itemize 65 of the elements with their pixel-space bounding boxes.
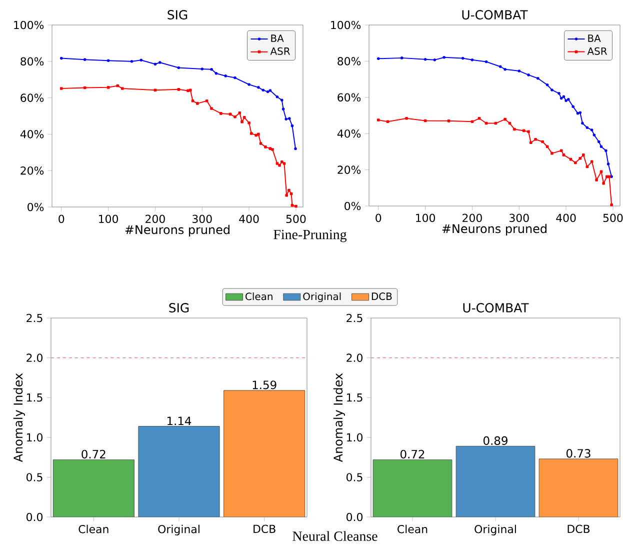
y-tick-label: 0.5 (26, 473, 42, 482)
chart-title: U-COMBAT (462, 10, 528, 20)
data-label: 0.73 (566, 449, 590, 458)
x-tick-label: 200 (146, 214, 165, 224)
x-tick-label: Clean (78, 524, 108, 534)
legend-label: ASR (270, 47, 290, 55)
y-tick-label: 0.0 (346, 512, 362, 522)
y-tick-label: 1.5 (347, 394, 362, 402)
y-tick-label: 80% (338, 57, 361, 66)
y-tick-label: 100% (14, 20, 44, 30)
y-tick-label: 100% (331, 20, 361, 30)
x-axis-title: #Neurons pruned (125, 224, 230, 236)
y-tick-label: 1.5 (27, 394, 42, 402)
y-tick-label: 2.5 (346, 314, 362, 322)
x-tick-label: 500 (286, 214, 306, 224)
legend-label: ASR (587, 47, 608, 55)
y-tick-label: 2.0 (26, 354, 42, 362)
text: Fine-Pruning (274, 230, 347, 242)
y-tick-label: 20% (338, 166, 361, 174)
legend-label: Clean (246, 292, 272, 300)
legend-label: Original (303, 292, 341, 302)
data-label: 1.59 (252, 380, 276, 390)
data-label: 1.14 (168, 416, 192, 426)
y-tick-label: 2.0 (346, 354, 362, 362)
x-tick-label: 400 (556, 214, 576, 222)
x-tick-label: DCB (568, 524, 590, 534)
x-tick-label: 200 (462, 214, 482, 222)
chart-title: U-COMBAT (463, 303, 529, 312)
x-tick-label: 400 (239, 214, 259, 224)
x-tick-label: Clean (398, 524, 428, 534)
y-tick-label: 0% (344, 202, 361, 210)
y-tick-label: 0% (28, 202, 44, 212)
y-axis-title: Anomaly Index (333, 373, 345, 462)
y-tick-label: 60% (20, 94, 44, 102)
legend-label: BA (271, 34, 284, 42)
legend-label: BA (588, 34, 601, 42)
chart-title: SIG (168, 10, 188, 20)
x-tick-label: 0 (376, 214, 382, 222)
y-tick-label: 80% (20, 57, 44, 66)
text: Neural Cleanse (292, 531, 378, 541)
y-tick-label: 2.5 (26, 314, 42, 322)
y-tick-label: 40% (337, 129, 361, 138)
legend-label: DCB (372, 292, 392, 300)
x-tick-label: Original (474, 524, 516, 536)
data-label: 0.89 (484, 436, 508, 445)
data-label: 0.72 (400, 450, 424, 458)
x-tick-label: Original (158, 524, 200, 536)
y-tick-label: 20% (20, 166, 44, 175)
y-tick-label: 60% (338, 93, 361, 102)
x-tick-label: 500 (603, 214, 623, 222)
chart-title: SIG (169, 303, 189, 312)
y-axis-title: Anomaly Index (13, 373, 25, 462)
x-tick-label: 300 (510, 214, 529, 222)
x-axis-title: #Neurons pruned (442, 224, 546, 236)
data-label: 0.72 (82, 450, 106, 458)
x-tick-label: 300 (192, 214, 212, 224)
y-tick-label: 1.0 (27, 433, 42, 442)
x-tick-label: 100 (99, 214, 118, 224)
y-tick-label: 40% (20, 130, 44, 138)
x-tick-label: 0 (58, 214, 64, 224)
x-tick-label: DCB (254, 524, 276, 534)
x-tick-label: 100 (416, 214, 436, 222)
y-tick-label: 1.0 (347, 433, 362, 442)
y-tick-label: 0.5 (346, 473, 362, 482)
y-tick-label: 0.0 (26, 512, 42, 522)
